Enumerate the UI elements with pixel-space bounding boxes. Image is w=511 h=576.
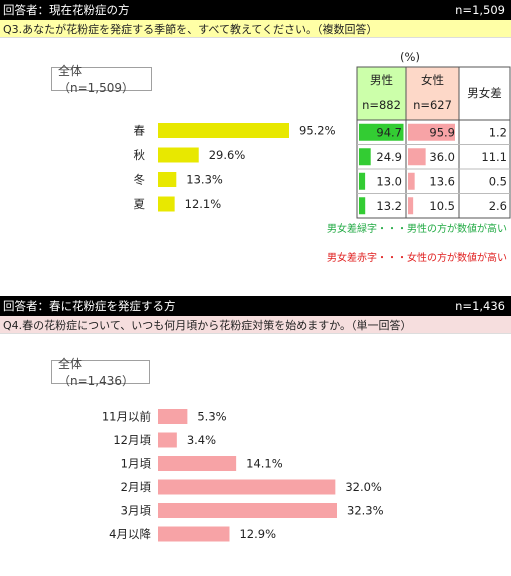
male-header-n: n=882 (362, 98, 401, 112)
q3-bar (158, 147, 199, 163)
male-header-title: 男性 (370, 73, 393, 87)
unit-label: (%) (400, 50, 420, 64)
diff-header-title: 男女差 (467, 86, 502, 100)
diff-cell-value: 1.2 (489, 125, 507, 139)
male-cell-value: 13.2 (376, 199, 402, 213)
section2-n: n=1,436 (455, 299, 505, 313)
q4-bar (158, 479, 336, 495)
diff-cell-value: 2.6 (489, 199, 507, 213)
q4-value-label: 14.1% (246, 457, 283, 471)
female-cell-bar (408, 197, 414, 215)
q4-value-label: 12.9% (239, 527, 276, 541)
male-cell-value: 24.9 (376, 150, 402, 164)
q4-category-label: 3月頃 (121, 504, 152, 518)
note-green: 男女差緑字・・・男性の方が数値が高い (327, 222, 507, 235)
female-header-bg (406, 67, 459, 120)
q4-bar (158, 409, 188, 424)
female-cell-value: 13.6 (429, 174, 455, 188)
diff-cell-value: 11.1 (481, 150, 507, 164)
male-cell-bar (359, 197, 366, 215)
female-header-n: n=627 (413, 98, 452, 112)
section1-respondent: 回答者：現在花粉症の方 (3, 3, 130, 17)
female-header-title: 女性 (421, 73, 444, 87)
section1-header: 回答者：現在花粉症の方 n=1,509 (0, 0, 511, 20)
q4-category-label: 11月以前 (102, 410, 151, 424)
q4-value-label: 3.4% (187, 433, 216, 447)
q3-category-label: 冬 (134, 173, 146, 187)
q3-value-label: 13.3% (186, 173, 223, 187)
q4-category-label: 12月頃 (113, 433, 151, 447)
q4-bar (158, 432, 177, 448)
q3-bar (158, 196, 175, 212)
q4-bar-chart: 11月以前 5.3% 12月頃 3.4% 1月頃 14.1% 2月頃 32.0% 3月頃 32.3… (102, 409, 384, 542)
q3-category-label: 夏 (134, 197, 146, 211)
q3-question: Q3.あなたが花粉症を発症する季節を、すべて教えてください。（複数回答） (0, 20, 511, 38)
q4-category-label: 2月頃 (121, 480, 152, 494)
q3-category-label: 春 (134, 124, 146, 138)
male-cell-value: 13.0 (376, 174, 402, 188)
diff-cell-value: 0.5 (489, 174, 507, 188)
male-cell-value: 94.7 (376, 125, 402, 139)
female-cell-value: 10.5 (429, 199, 455, 213)
male-cell-bar (359, 123, 404, 141)
q4-category-label: 1月頃 (121, 457, 152, 471)
section1-n: n=1,509 (455, 3, 505, 17)
q3-value-label: 95.2% (299, 124, 336, 138)
male-cell-bar (359, 148, 371, 166)
q4-value-label: 32.0% (345, 480, 382, 494)
male-header-bg (357, 67, 406, 120)
q4-value-label: 5.3% (197, 410, 226, 424)
q3-value-label: 29.6% (209, 148, 246, 162)
gender-table: (%) 男性 n=882 女性 n=627 男女差 94.7 95.9 1.2 24.9 36.0 1… (327, 50, 511, 264)
q3-bar-chart: 春 95.2% 秋 29.6% 冬 13.3% 夏 12.1% (134, 123, 336, 212)
q4-value-label: 32.3% (347, 504, 384, 518)
male-cell-bar (359, 172, 366, 190)
q4-question: Q4.春の花粉症について、いつも何月頃から花粉症対策を始めますか。（単一回答） (0, 316, 511, 334)
q4-bar (158, 456, 237, 471)
female-cell-value: 95.9 (429, 125, 455, 139)
female-cell-bar (408, 172, 415, 190)
q4-bar (158, 526, 230, 542)
section2-respondent: 回答者：春に花粉症を発症する方 (3, 299, 176, 313)
female-cell-value: 36.0 (429, 150, 455, 164)
female-cell-bar (408, 123, 455, 141)
table-border (356, 66, 511, 219)
q3-bar (158, 172, 177, 187)
q3-category-label: 秋 (134, 148, 146, 162)
section2-header: 回答者：春に花粉症を発症する方 n=1,436 (0, 296, 511, 316)
q3-bar (158, 123, 289, 138)
q3-value-label: 12.1% (185, 197, 222, 211)
q4-bar (158, 503, 337, 518)
q4-category-label: 4月以降 (109, 527, 151, 541)
female-cell-bar (408, 148, 426, 166)
note-red: 男女差赤字・・・女性の方が数値が高い (327, 251, 507, 264)
